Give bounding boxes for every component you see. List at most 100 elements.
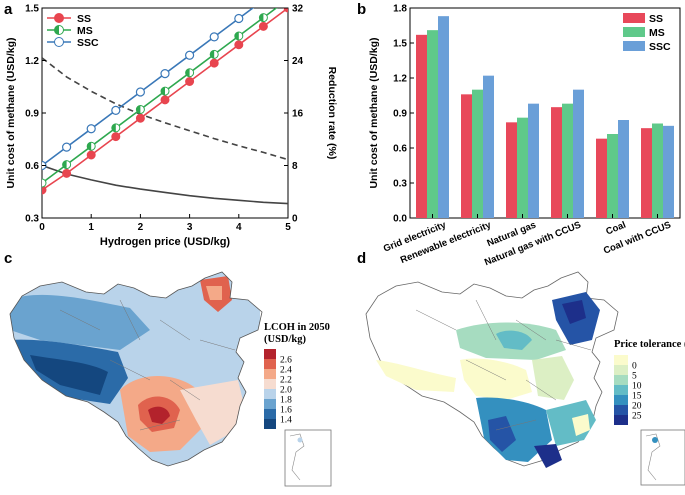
panel-d-label: d — [357, 250, 366, 267]
tolerance-south-coast — [534, 444, 562, 468]
point-ms — [42, 178, 47, 188]
point-half-ms — [87, 142, 92, 151]
tolerance-legend-label: 10 — [632, 382, 642, 392]
legend-ms-label: MS — [77, 25, 93, 37]
panel-b-ylabel: Unit cost of methane (USD/kg) — [368, 37, 380, 188]
tolerance-legend-title: Price tolerance (%) — [614, 339, 685, 350]
lcoh-legend: 2.62.42.22.01.81.61.4 — [264, 349, 292, 429]
lcoh-legend-swatch — [264, 369, 276, 379]
panel-c-label: c — [4, 250, 12, 267]
panel-a-chart: 0 1 2 3 4 5 0.3 0.6 0.9 1.2 1.5 0 8 16 24 32 Hydrogen… — [5, 4, 338, 249]
point-ss — [86, 150, 96, 160]
panel-c-map: LCOH in 2050 (USD/kg) 2.62.42.22.01.81.6… — [9, 271, 332, 487]
tolerance-legend-swatch — [614, 375, 628, 385]
point-ssc — [61, 142, 72, 152]
bar-ssc — [528, 103, 539, 218]
point-ss — [42, 185, 47, 195]
panel-b-chart: 0.00.30.60.91.21.51.8 Grid electricityRe… — [368, 4, 681, 268]
a-ytick-label: 0.6 — [25, 161, 39, 172]
point-half-ms — [259, 13, 264, 22]
point-half-ms — [111, 123, 116, 132]
province-borders-d — [415, 299, 592, 431]
bar-ss — [506, 122, 517, 218]
tolerance-legend-swatch — [614, 365, 628, 375]
a-ytick-label: 0.3 — [25, 214, 39, 225]
point-ss — [160, 95, 170, 105]
tolerance-south-east — [546, 400, 596, 446]
lcoh-tibet-core — [30, 355, 108, 395]
point-half-ms — [161, 87, 165, 96]
legend-ss-label: SS — [77, 13, 91, 25]
a-xtick-label: 2 — [138, 222, 144, 233]
point-ss — [135, 113, 145, 123]
lcoh-legend-swatch — [264, 399, 276, 409]
panel-b-label: b — [357, 1, 366, 18]
a-y2tick-label: 0 — [292, 214, 298, 225]
inset-map-d — [640, 429, 685, 486]
legend-ms-marker-half — [54, 25, 59, 35]
bar-ss — [551, 107, 562, 218]
panel-b-legend: SS MS SSC — [623, 13, 671, 53]
lcoh-legend-swatch — [264, 349, 276, 359]
b-ytick-label: 0.9 — [393, 109, 407, 120]
a-xtick-label: 0 — [39, 222, 45, 233]
lcoh-legend-label: 1.6 — [280, 406, 292, 416]
a-y2tick-label: 16 — [292, 109, 304, 120]
bar-ssc — [618, 120, 629, 218]
province-borders-c — [59, 299, 236, 431]
legend-b-ssc-label: SSC — [649, 41, 671, 53]
lcoh-legend-label: 2.4 — [280, 366, 292, 376]
point-ss — [62, 168, 72, 178]
panel-a-ylabel: Unit cost of methane (USD/kg) — [5, 37, 17, 188]
tolerance-legend-swatch — [614, 415, 628, 425]
reduction-line-2 — [42, 164, 288, 205]
bar-ms — [652, 123, 663, 218]
lcoh-legend-swatch — [264, 379, 276, 389]
legend-b-ss-swatch — [623, 13, 645, 23]
point-ss — [258, 21, 268, 31]
bar-ss — [416, 34, 427, 219]
bar-ssc — [573, 89, 584, 219]
bar-ss — [596, 138, 607, 218]
tolerance-north-east-core — [562, 300, 586, 324]
point-ssc — [111, 105, 121, 115]
lcoh-legend-swatch — [264, 409, 276, 419]
legend-b-ssc-swatch — [623, 41, 645, 51]
a-ytick-label: 1.5 — [25, 4, 39, 15]
bar-ms — [517, 117, 528, 218]
point-half-ms — [38, 179, 42, 187]
point-ss — [283, 8, 288, 13]
lcoh-legend-swatch — [264, 419, 276, 429]
lcoh-north-east-inner — [206, 286, 222, 300]
lcoh-legend-swatch — [264, 389, 276, 399]
b-ytick-label: 0.3 — [393, 179, 407, 190]
point-ss — [209, 58, 219, 68]
point-ssc — [209, 32, 219, 42]
a-xtick-label: 5 — [285, 222, 291, 233]
tolerance-central-west — [460, 358, 532, 400]
tolerance-legend-swatch — [614, 355, 628, 365]
tolerance-legend-label: 0 — [632, 362, 637, 372]
point-ss — [234, 40, 244, 50]
tolerance-legend-label: 20 — [632, 402, 642, 412]
inset-island-d — [652, 437, 658, 443]
tolerance-south-west — [476, 397, 552, 462]
bar-ms — [562, 103, 573, 218]
tolerance-legend-swatch — [614, 405, 628, 415]
point-ssc — [135, 87, 145, 97]
point-ssc — [160, 69, 170, 79]
inset-map-c — [284, 429, 332, 487]
legend-ss-marker — [54, 13, 64, 23]
point-half-ms — [136, 105, 141, 114]
lcoh-north-west — [10, 294, 150, 350]
legend-ssc-marker — [54, 37, 64, 47]
legend-b-ss-label: SS — [649, 13, 663, 25]
lcoh-legend-label: 1.4 — [280, 416, 292, 426]
lcoh-east — [180, 380, 244, 445]
panel-a-y2label: Reduction rate (%) — [326, 67, 338, 160]
inset-coast-c — [289, 433, 305, 481]
bar-ssc — [483, 75, 494, 219]
b-xtick-label: Coal — [604, 220, 627, 238]
bar-ssc — [438, 16, 449, 218]
